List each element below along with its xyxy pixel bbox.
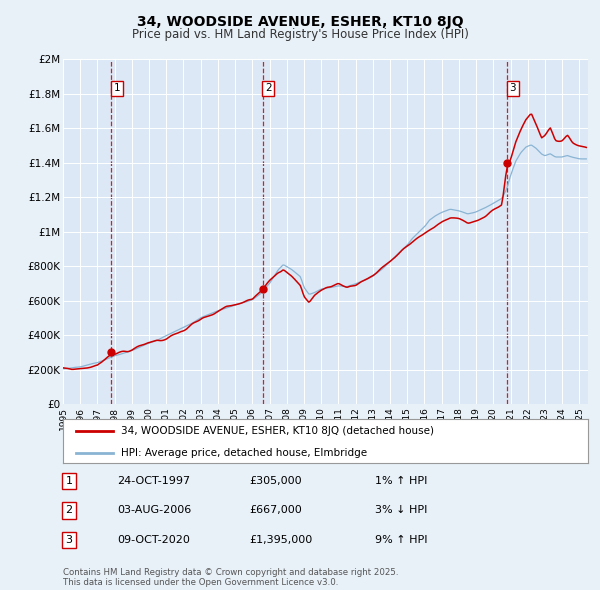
Text: 34, WOODSIDE AVENUE, ESHER, KT10 8JQ (detached house): 34, WOODSIDE AVENUE, ESHER, KT10 8JQ (de…	[121, 427, 434, 436]
Text: 09-OCT-2020: 09-OCT-2020	[117, 535, 190, 545]
Text: £305,000: £305,000	[249, 476, 302, 486]
Text: 3: 3	[509, 83, 516, 93]
Text: 1: 1	[114, 83, 121, 93]
Text: £667,000: £667,000	[249, 506, 302, 515]
Text: 2: 2	[65, 506, 73, 515]
Text: 1: 1	[65, 476, 73, 486]
Text: 2: 2	[265, 83, 272, 93]
Text: £1,395,000: £1,395,000	[249, 535, 312, 545]
Text: 3: 3	[65, 535, 73, 545]
Text: 03-AUG-2006: 03-AUG-2006	[117, 506, 191, 515]
Text: 34, WOODSIDE AVENUE, ESHER, KT10 8JQ: 34, WOODSIDE AVENUE, ESHER, KT10 8JQ	[137, 15, 463, 29]
Text: 3% ↓ HPI: 3% ↓ HPI	[375, 506, 427, 515]
Text: HPI: Average price, detached house, Elmbridge: HPI: Average price, detached house, Elmb…	[121, 448, 367, 458]
Text: 1% ↑ HPI: 1% ↑ HPI	[375, 476, 427, 486]
Text: 9% ↑ HPI: 9% ↑ HPI	[375, 535, 427, 545]
Text: Contains HM Land Registry data © Crown copyright and database right 2025.
This d: Contains HM Land Registry data © Crown c…	[63, 568, 398, 587]
Text: Price paid vs. HM Land Registry's House Price Index (HPI): Price paid vs. HM Land Registry's House …	[131, 28, 469, 41]
Text: 24-OCT-1997: 24-OCT-1997	[117, 476, 190, 486]
